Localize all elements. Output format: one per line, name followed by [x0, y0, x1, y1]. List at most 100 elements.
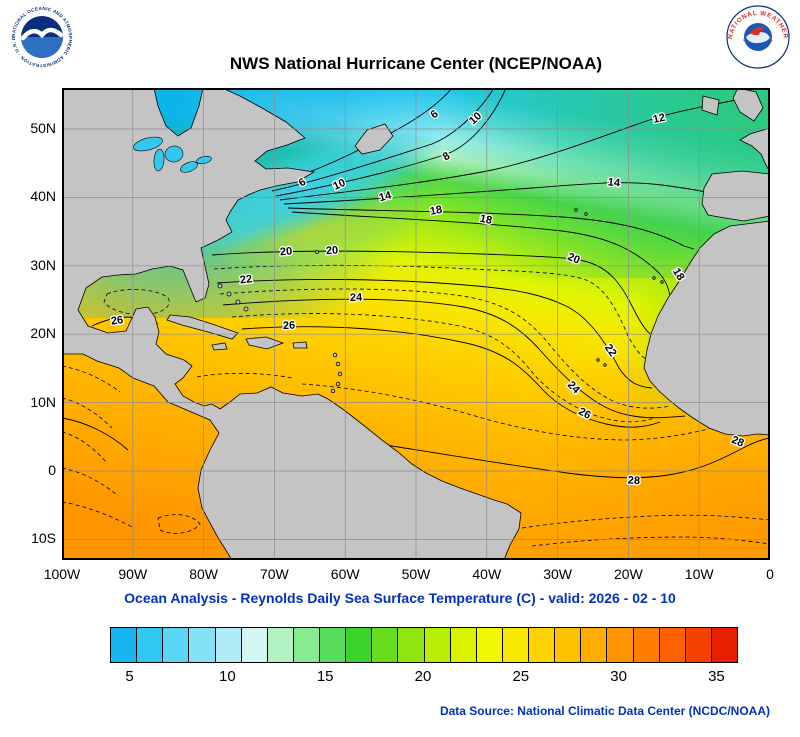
- colorbar-cell: [685, 628, 712, 662]
- colorbar-tick-label: 5: [125, 668, 134, 685]
- colorbar-cell: [450, 628, 477, 662]
- colorbar-cell: [476, 628, 503, 662]
- colorbar-tick-label: 30: [610, 668, 627, 685]
- contour-label: 20: [279, 245, 292, 258]
- data-source: Data Source: National Climatic Data Cent…: [439, 704, 770, 718]
- contour-label: 14: [378, 189, 394, 204]
- isotherm-pac-1: [62, 365, 121, 393]
- island-bahamas-1: [217, 283, 223, 289]
- lat-axis-label: 50N: [30, 120, 56, 136]
- contour-label: 26: [283, 320, 296, 333]
- lon-axis-label: 50W: [401, 566, 431, 582]
- contour-label: 28: [730, 434, 746, 450]
- colorbar-tick-label: 35: [708, 668, 725, 685]
- colorbar-cell: [346, 628, 373, 662]
- land-newfoundland: [354, 123, 394, 155]
- lon-axis-label: 60W: [330, 566, 360, 582]
- lon-axis-label: 90W: [118, 566, 148, 582]
- isotherm-pac-4: [62, 467, 119, 497]
- contour-label: 18: [429, 204, 443, 218]
- land-africa: [643, 220, 770, 437]
- colorbar-cell: [633, 628, 660, 662]
- contour-label: 24: [350, 292, 364, 304]
- island-antilles-1: [332, 352, 338, 358]
- colorbar-cell: [372, 628, 399, 662]
- lon-axis-label: 10W: [684, 566, 714, 582]
- land-iberia: [701, 170, 770, 222]
- noaa-ocean-half: [21, 37, 63, 58]
- colorbar-cell: [555, 628, 582, 662]
- isotherm-28: [385, 437, 770, 479]
- colorbar-cell: [267, 628, 294, 662]
- lon-axis-label: 0: [766, 566, 774, 582]
- noaa-logo: NATIONAL OCEANIC AND ATMOSPHERIC ADMINIS…: [10, 5, 73, 68]
- land-hispaniola: [245, 336, 285, 350]
- colorbar-cell: [111, 628, 138, 662]
- colorbar-cell: [293, 628, 320, 662]
- sst-shading-gulf-stream: [215, 198, 409, 268]
- colorbar-cell: [189, 628, 216, 662]
- noaa-seagull-icon: [20, 27, 64, 41]
- colorbar-cell: [659, 628, 686, 662]
- map-frame: [62, 88, 770, 560]
- nws-map-shape: [746, 31, 770, 44]
- isotherm-8: [271, 88, 495, 192]
- lon-axis-label: 70W: [259, 566, 289, 582]
- lon-axis-label: 20W: [613, 566, 643, 582]
- land-ireland: [701, 95, 720, 116]
- colorbar: [110, 627, 738, 663]
- colorbar-tick-label: 10: [219, 668, 236, 685]
- lon-axis-label: 40W: [472, 566, 502, 582]
- island-capeverde-2: [603, 363, 607, 367]
- isotherm-12: [279, 99, 737, 201]
- contour-label: 26: [110, 314, 124, 328]
- contour-label: 12: [652, 112, 666, 126]
- colorbar-cell: [320, 628, 347, 662]
- isotherm-contours: [62, 88, 770, 547]
- colorbar-cell: [529, 628, 556, 662]
- contour-label: 28: [628, 475, 641, 488]
- land-americas: [62, 88, 522, 560]
- island-bahamas-2: [226, 291, 232, 297]
- colorbar-cell: [607, 628, 634, 662]
- island-capeverde-1: [596, 358, 600, 362]
- land-britain: [732, 88, 764, 122]
- colorbar-cell: [137, 628, 164, 662]
- land-puerto-rico: [292, 341, 308, 349]
- page-title: NWS National Hurricane Center (NCEP/NOAA…: [229, 54, 603, 73]
- isotherm-25-dashed: [231, 313, 655, 423]
- isotherm-pac-2: [62, 397, 113, 429]
- contour-label: 22: [239, 273, 252, 286]
- isotherm-pac-5: [62, 501, 135, 529]
- colorbar-cell: [711, 628, 737, 662]
- island-bahamas-3: [235, 299, 241, 305]
- contour-label: 20: [326, 244, 339, 257]
- colorbar-tick-label: 25: [512, 668, 530, 685]
- contour-label: 20: [566, 251, 582, 267]
- lake-erie: [180, 161, 198, 173]
- island-antilles-4: [335, 381, 341, 387]
- isotherm-24: [222, 298, 686, 419]
- lat-axis-label: 30N: [30, 256, 56, 273]
- isotherm-eq-1: [521, 514, 770, 529]
- contour-label: 18: [479, 213, 493, 227]
- colorbar-cell: [424, 628, 451, 662]
- colorbar-tick-label: 15: [316, 668, 334, 685]
- island-antilles-3: [337, 371, 343, 377]
- isotherm-27-dashed: [301, 383, 710, 441]
- island-canary-1: [652, 276, 656, 280]
- island-antilles-5: [330, 388, 336, 394]
- island-bahamas-4: [243, 306, 249, 312]
- isotherm-21-dashed: [213, 264, 649, 361]
- isotherm-pacific: [62, 417, 129, 451]
- isotherm-27-caribbean: [196, 372, 293, 379]
- colorbar-cell: [215, 628, 242, 662]
- island-bermuda: [315, 250, 319, 254]
- colorbar-cell: [163, 628, 190, 662]
- nws-bird-icon: [750, 26, 765, 36]
- island-azores-1: [574, 208, 578, 212]
- lake-michigan: [153, 148, 165, 172]
- lon-axis-label: 30W: [543, 566, 572, 582]
